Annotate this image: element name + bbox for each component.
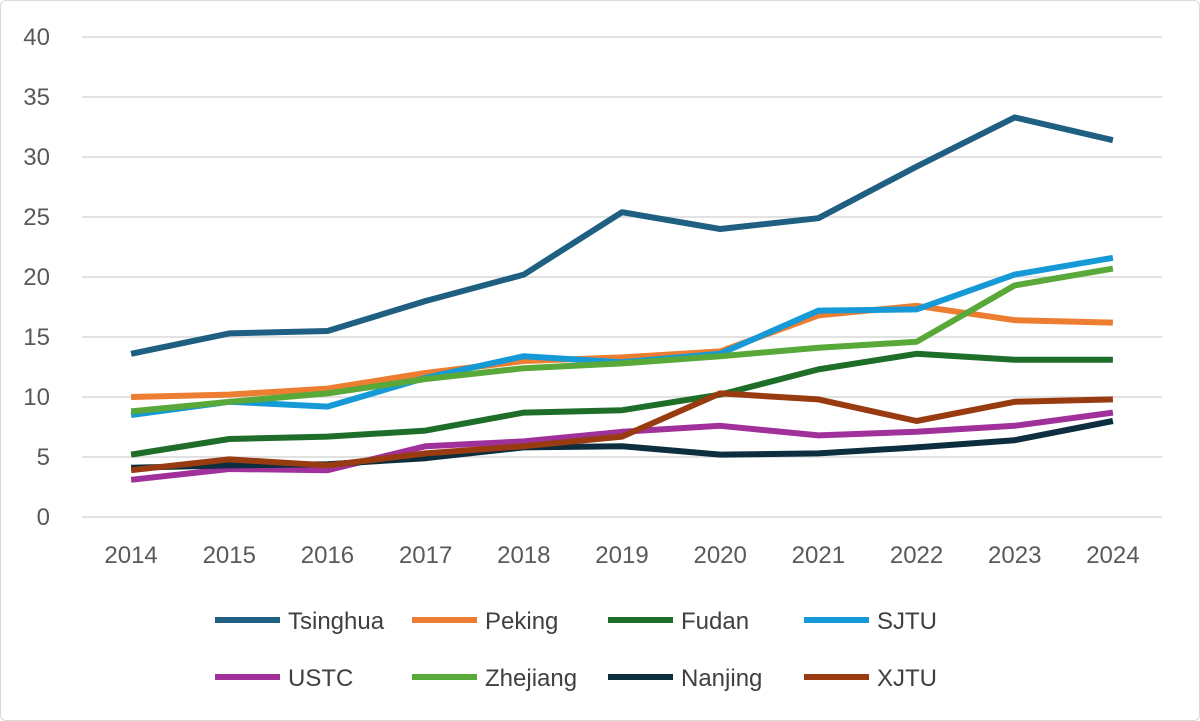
x-tick-label: 2021 bbox=[792, 542, 845, 569]
x-tick-label: 2023 bbox=[988, 542, 1041, 569]
series-lines bbox=[130, 114, 1114, 483]
legend-label: Tsinghua bbox=[288, 608, 385, 635]
y-tick-label: 30 bbox=[23, 144, 50, 171]
legend-label: SJTU bbox=[877, 608, 937, 635]
legend-item-xjtu: XJTU bbox=[804, 665, 937, 692]
y-tick-label: 20 bbox=[23, 264, 50, 291]
x-tick-label: 2014 bbox=[104, 542, 157, 569]
y-tick-label: 5 bbox=[37, 444, 50, 471]
legend-label: Zhejiang bbox=[485, 665, 577, 692]
series-line-xjtu bbox=[130, 390, 1113, 474]
x-tick-label: 2020 bbox=[693, 542, 746, 569]
gridlines bbox=[82, 36, 1162, 518]
y-axis-ticks: 0 5 10 15 20 25 30 35 40 bbox=[23, 24, 50, 531]
legend-item-peking: Peking bbox=[412, 608, 558, 635]
x-tick-label: 2022 bbox=[890, 542, 943, 569]
series-line-zhejiang bbox=[130, 265, 1114, 415]
legend-label: Fudan bbox=[681, 608, 749, 635]
y-tick-label: 10 bbox=[23, 384, 50, 411]
legend-item-nanjing: Nanjing bbox=[608, 665, 762, 692]
legend-label: USTC bbox=[288, 665, 353, 692]
x-axis-ticks: 2014 2015 2016 2017 2018 2019 2020 2021 2022 2023… bbox=[104, 542, 1139, 569]
legend-item-tsinghua: Tsinghua bbox=[215, 608, 385, 635]
series-line-fudan bbox=[130, 350, 1113, 458]
x-tick-label: 2017 bbox=[399, 542, 452, 569]
legend-label: Nanjing bbox=[681, 665, 762, 692]
legend-label: Peking bbox=[485, 608, 558, 635]
legend-item-ustc: USTC bbox=[215, 665, 353, 692]
legend: Tsinghua Peking Fudan SJTU USTC Zhejiang Nanji… bbox=[215, 608, 937, 692]
series-line-tsinghua bbox=[130, 114, 1114, 357]
series-line-peking bbox=[131, 302, 1113, 400]
legend-item-sjtu: SJTU bbox=[804, 608, 937, 635]
y-tick-label: 35 bbox=[23, 84, 50, 111]
legend-item-zhejiang: Zhejiang bbox=[412, 665, 577, 692]
y-tick-label: 25 bbox=[23, 204, 50, 231]
x-tick-label: 2024 bbox=[1086, 542, 1139, 569]
legend-item-fudan: Fudan bbox=[608, 608, 749, 635]
x-tick-label: 2016 bbox=[301, 542, 354, 569]
series-line-ustc bbox=[130, 409, 1114, 483]
x-tick-label: 2018 bbox=[497, 542, 550, 569]
y-tick-label: 15 bbox=[23, 324, 50, 351]
y-tick-label: 0 bbox=[37, 504, 50, 531]
x-tick-label: 2015 bbox=[203, 542, 256, 569]
legend-label: XJTU bbox=[877, 665, 937, 692]
y-tick-label: 40 bbox=[23, 24, 50, 51]
x-tick-label: 2019 bbox=[595, 542, 648, 569]
